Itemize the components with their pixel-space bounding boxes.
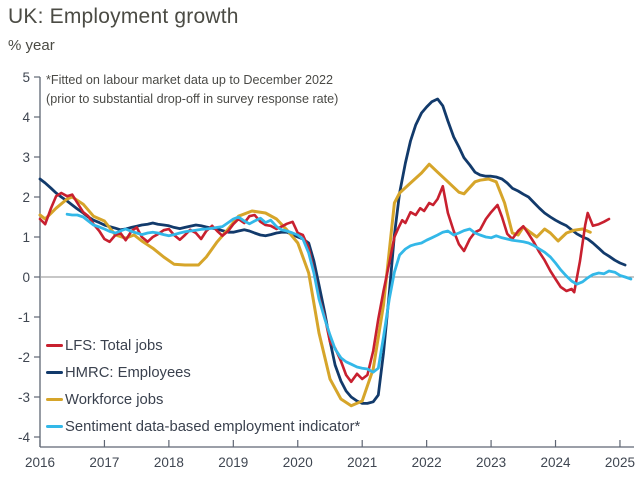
y-axis-tick-label: 3 [22, 150, 30, 165]
series-line-workforce-jobs [38, 162, 592, 408]
footnote-annotation: *Fitted on labour market data up to Dece… [46, 71, 338, 109]
x-axis-tick-label: 2021 [347, 455, 377, 470]
workforce-line-swatch [46, 397, 63, 402]
legend-label: Sentiment data-based employment indicato… [65, 418, 361, 435]
legend: LFS: Total jobs HMRC: Employees Workforc… [46, 332, 360, 440]
legend-item-hmrc-employees: HMRC: Employees [46, 359, 360, 386]
x-axis-tick-label: 2023 [476, 455, 506, 470]
series-line-hmrc-employees [38, 97, 627, 405]
y-axis-tick-label: -4 [18, 430, 30, 445]
legend-label: LFS: Total jobs [65, 337, 163, 354]
legend-label: HMRC: Employees [65, 364, 191, 381]
legend-label: Workforce jobs [65, 391, 164, 408]
x-axis-tick-label: 2025 [605, 455, 635, 470]
lfs-line-swatch [46, 343, 63, 348]
hmrc-line-swatch [46, 370, 63, 375]
x-axis-tick-label: 2020 [283, 455, 313, 470]
page-title: UK: Employment growth [8, 5, 239, 28]
footnote-line-1: *Fitted on labour market data up to Dece… [46, 73, 334, 87]
x-axis-tick-label: 2016 [25, 455, 55, 470]
footnote-line-2: (prior to substantial drop-off in survey… [46, 92, 339, 106]
y-axis-tick-label: 4 [22, 110, 30, 125]
y-axis-tick-label: 0 [22, 270, 30, 285]
legend-item-lfs-total-jobs: LFS: Total jobs [46, 332, 360, 359]
series-line-sentiment-indicator [65, 212, 633, 374]
legend-item-workforce-jobs: Workforce jobs [46, 386, 360, 413]
x-axis-tick-label: 2017 [89, 455, 119, 470]
x-axis-tick-label: 2018 [154, 455, 184, 470]
x-axis-tick-label: 2024 [540, 455, 571, 470]
legend-item-sentiment-indicator: Sentiment data-based employment indicato… [46, 413, 360, 440]
x-axis-tick-label: 2022 [412, 455, 442, 470]
x-axis-tick-label: 2019 [218, 455, 248, 470]
y-axis-tick-label: 2 [22, 190, 30, 205]
y-axis-tick-label: -1 [18, 310, 30, 325]
y-axis-tick-label: 5 [22, 70, 30, 85]
y-axis-tick-label: -3 [18, 390, 30, 405]
y-axis-tick-label: -2 [18, 350, 30, 365]
sentiment-line-swatch [46, 424, 63, 429]
y-axis-unit-label: % year [8, 37, 55, 54]
y-axis-tick-label: 1 [22, 230, 30, 245]
